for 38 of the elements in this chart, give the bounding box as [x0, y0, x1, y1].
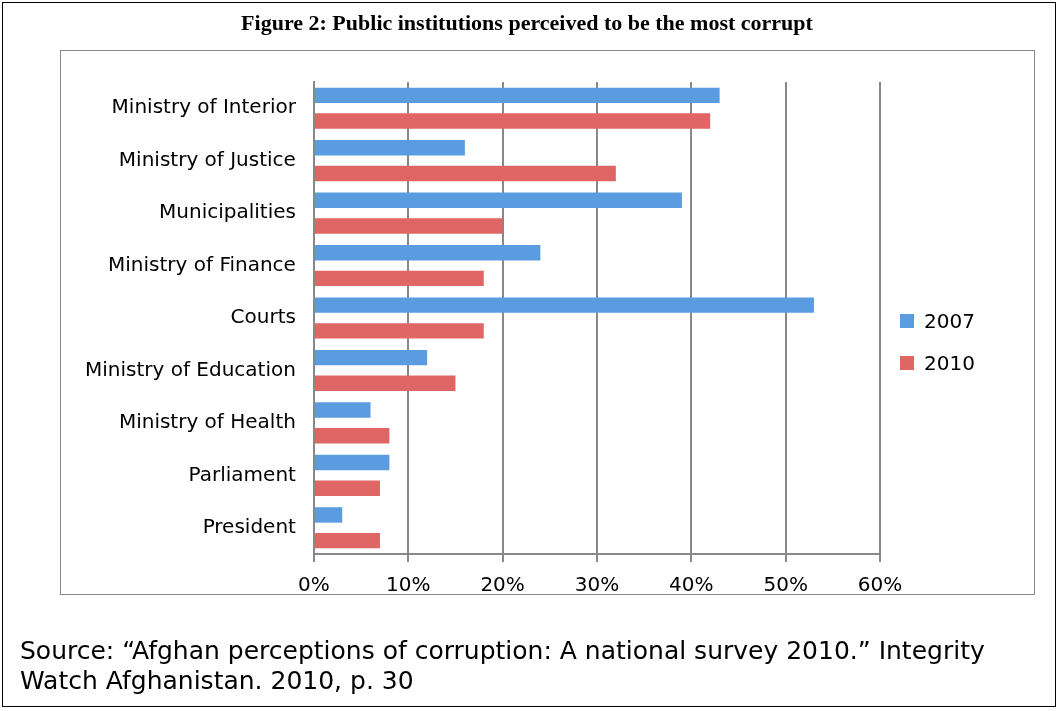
- bar: [314, 245, 541, 261]
- bar: [314, 402, 371, 418]
- bar: [314, 480, 380, 496]
- bar: [314, 375, 456, 391]
- y-tick-label: Ministry of Interior: [111, 94, 297, 119]
- bar: [314, 140, 465, 156]
- y-tick-label: Parliament: [188, 461, 297, 486]
- x-tick-label: 60%: [857, 572, 903, 597]
- y-tick-label: Ministry of Finance: [108, 251, 296, 276]
- source-note: Source: “Afghan perceptions of corruption: A national survey 2010.” Integrity Watch Afghanistan. 2010, p. 30: [20, 636, 986, 696]
- bar: [314, 270, 484, 287]
- y-tick-label: Ministry of Justice: [118, 146, 296, 171]
- x-tick-label: 10%: [386, 572, 431, 597]
- bar: [314, 113, 711, 129]
- x-tick-label: 50%: [763, 572, 808, 597]
- x-tick-label: 40%: [669, 572, 714, 597]
- bar: [314, 323, 484, 339]
- legend-label: 2007: [924, 309, 975, 333]
- x-tick-label: 20%: [480, 572, 525, 597]
- bar: [314, 192, 682, 208]
- bar: [314, 297, 814, 313]
- bar: [314, 428, 390, 444]
- y-tick-label: President: [202, 513, 297, 538]
- y-tick-label: Courts: [230, 304, 296, 329]
- bar: [314, 532, 380, 549]
- y-tick-label: Ministry of Education: [84, 356, 296, 381]
- y-tick-label: Ministry of Health: [118, 409, 296, 434]
- bar: [314, 218, 503, 234]
- y-tick-label: Municipalities: [159, 199, 296, 224]
- chart-title: Figure 2: Public institutions perceived to be the most corrupt: [240, 10, 814, 36]
- x-tick-label: 30%: [574, 572, 620, 597]
- bar: [314, 454, 390, 471]
- bar: [314, 349, 428, 366]
- bar: [314, 87, 720, 104]
- legend-label: 2010: [924, 351, 975, 375]
- x-tick-label: 0%: [298, 572, 330, 597]
- bar: [314, 165, 616, 182]
- bar: [314, 507, 343, 523]
